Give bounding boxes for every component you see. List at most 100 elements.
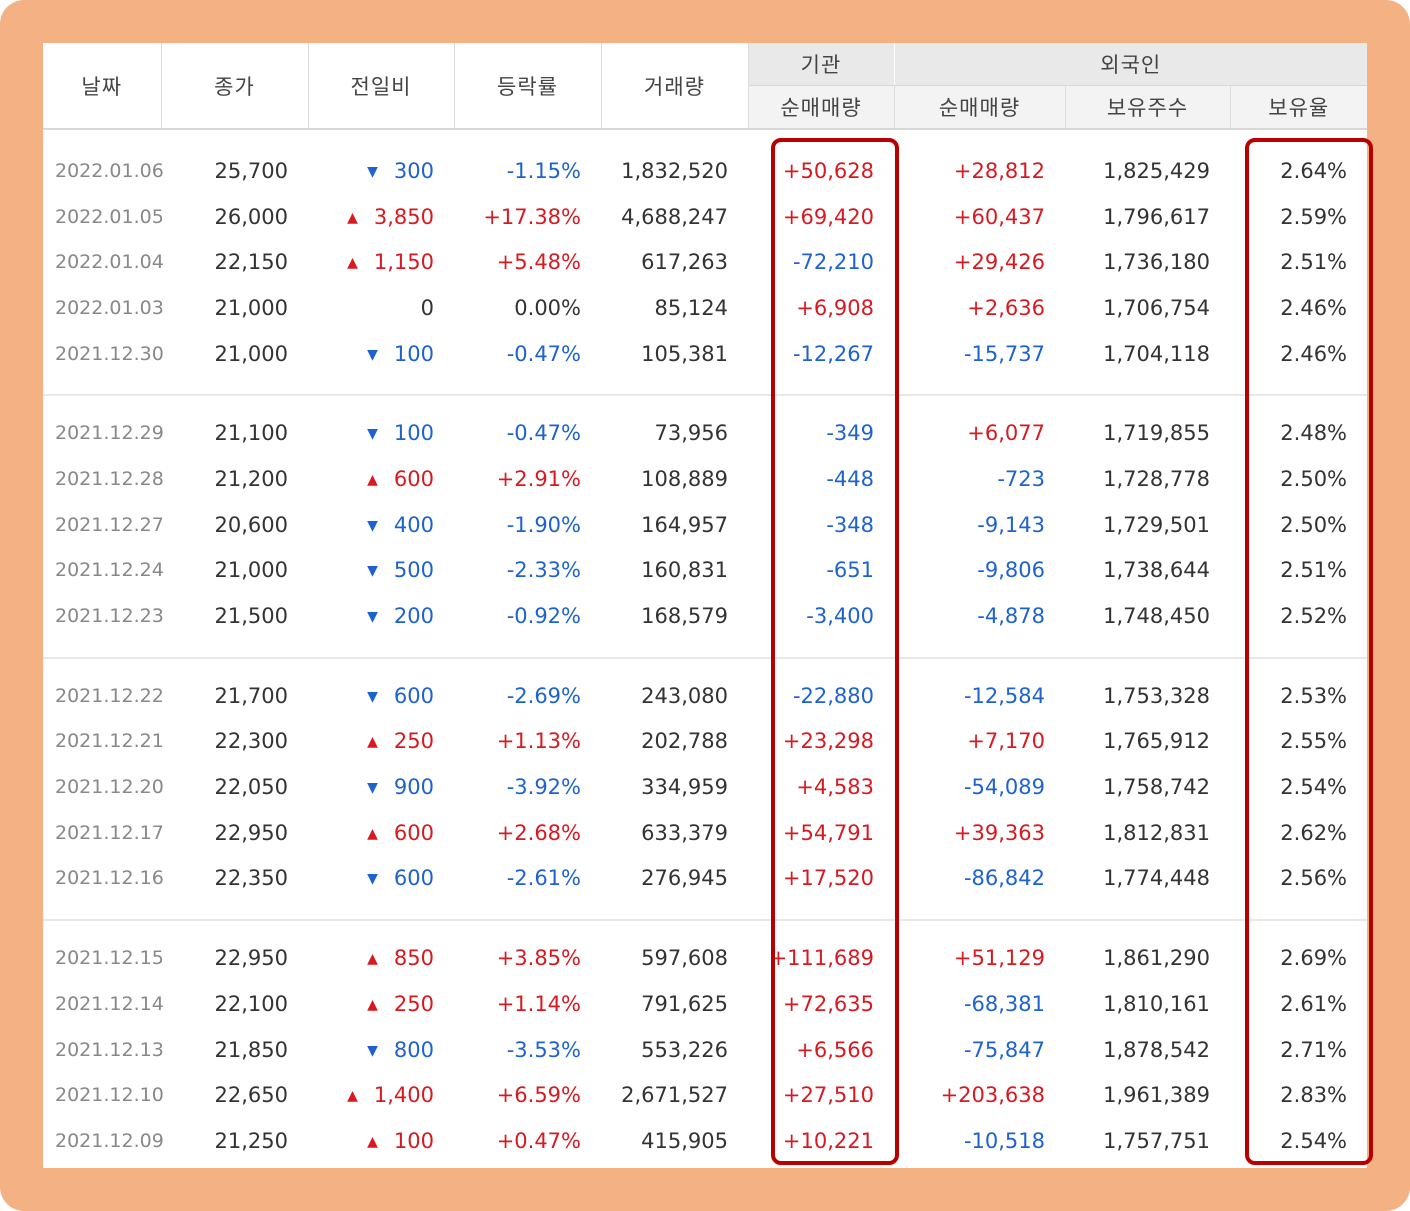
cell-close: 22,950 <box>214 946 288 971</box>
cell-foreign-shares: 1,765,912 <box>1103 729 1210 754</box>
institution-highlight-box <box>771 138 899 1165</box>
header-foreign-ratio: 보유율 <box>1230 85 1368 130</box>
cell-foreign-net: -54,089 <box>963 775 1045 800</box>
cell-close: 22,650 <box>214 1083 288 1108</box>
cell-date: 2021.12.17 <box>55 821 164 844</box>
table-row: 2021.12.15 22,950 ▲ 850 +3.85% 597,608 +111,68… <box>43 935 1367 981</box>
down-triangle-icon: ▼ <box>367 609 378 626</box>
cell-change: ▼ 400 <box>308 502 454 548</box>
cell-rate: -2.33% <box>506 558 581 583</box>
cell-date: 2021.12.29 <box>55 422 164 445</box>
table-row: 2022.01.03 21,000 0 0.00% 85,124 +6,908 +2,636… <box>43 285 1367 331</box>
cell-date: 2022.01.04 <box>55 251 164 274</box>
cell-date: 2021.12.30 <box>55 342 164 365</box>
cell-institution-net: -22,880 <box>792 683 874 708</box>
cell-volume: 617,263 <box>641 250 728 275</box>
cell-foreign-shares: 1,706,754 <box>1103 295 1210 320</box>
cell-change: ▼ 200 <box>308 593 454 639</box>
cell-volume: 85,124 <box>654 295 728 320</box>
up-triangle-icon: ▲ <box>347 209 358 226</box>
cell-change-value: 3,850 <box>373 204 434 229</box>
cell-change-value: 100 <box>393 341 434 366</box>
cell-institution-net: +10,221 <box>782 1128 874 1153</box>
cell-foreign-net: -9,143 <box>977 512 1045 537</box>
cell-institution-net: +54,791 <box>782 820 874 845</box>
cell-foreign-shares: 1,961,389 <box>1103 1083 1210 1108</box>
cell-change-value: 100 <box>393 421 434 446</box>
cell-rate: +1.14% <box>496 991 581 1016</box>
cell-close: 22,950 <box>214 820 288 845</box>
cell-change: ▲ 600 <box>308 456 454 502</box>
cell-change: ▼ 600 <box>308 856 454 902</box>
cell-rate: +1.13% <box>496 729 581 754</box>
cell-change-value: 800 <box>393 1037 434 1062</box>
cell-close: 21,850 <box>214 1037 288 1062</box>
cell-volume: 108,889 <box>641 466 728 491</box>
cell-foreign-net: -4,878 <box>977 604 1045 629</box>
cell-rate: -0.47% <box>506 421 581 446</box>
cell-close: 21,200 <box>214 466 288 491</box>
cell-change-value: 250 <box>393 729 434 754</box>
cell-foreign-ratio: 2.46% <box>1280 295 1348 320</box>
cell-rate: +6.59% <box>496 1083 581 1108</box>
cell-rate: -2.61% <box>506 866 581 891</box>
cell-foreign-net: +51,129 <box>953 946 1045 971</box>
cell-volume: 160,831 <box>641 558 728 583</box>
cell-rate: +17.38% <box>483 204 581 229</box>
table-row: 2021.12.17 22,950 ▲ 600 +2.68% 633,379 +54,791… <box>43 810 1367 856</box>
table-row: 2022.01.05 26,000 ▲ 3,850 +17.38% 4,688,247 +6… <box>43 194 1367 240</box>
down-triangle-icon: ▼ <box>367 163 378 180</box>
ratio-highlight-box <box>1245 138 1373 1165</box>
cell-institution-net: -448 <box>826 466 874 491</box>
cell-date: 2021.12.21 <box>55 730 164 753</box>
cell-foreign-shares: 1,738,644 <box>1103 558 1210 583</box>
cell-foreign-ratio: 2.53% <box>1280 683 1348 708</box>
cell-foreign-ratio: 2.51% <box>1280 558 1348 583</box>
cell-institution-net: +17,520 <box>782 866 874 891</box>
cell-foreign-ratio: 2.56% <box>1280 866 1348 891</box>
cell-foreign-net: +203,638 <box>940 1083 1045 1108</box>
down-triangle-icon: ▼ <box>367 517 378 534</box>
cell-foreign-ratio: 2.48% <box>1280 421 1348 446</box>
cell-change: ▼ 500 <box>308 548 454 594</box>
cell-date: 2021.12.15 <box>55 947 164 970</box>
cell-date: 2021.12.16 <box>55 867 164 890</box>
cell-foreign-net: -86,842 <box>963 866 1045 891</box>
cell-institution-net: +6,566 <box>796 1037 874 1062</box>
cell-change-value: 600 <box>393 466 434 491</box>
cell-volume: 164,957 <box>641 512 728 537</box>
cell-change-value: 250 <box>393 991 434 1016</box>
cell-close: 21,100 <box>214 421 288 446</box>
down-triangle-icon: ▼ <box>367 688 378 705</box>
cell-date: 2021.12.27 <box>55 513 164 536</box>
header-close-price: 종가 <box>161 43 309 130</box>
table-row: 2021.12.21 22,300 ▲ 250 +1.13% 202,788 +23,298… <box>43 719 1367 765</box>
cell-rate: -0.47% <box>506 341 581 366</box>
cell-foreign-ratio: 2.69% <box>1280 946 1348 971</box>
cell-close: 22,350 <box>214 866 288 891</box>
up-triangle-icon: ▲ <box>367 734 378 751</box>
cell-institution-net: +6,908 <box>796 295 874 320</box>
cell-foreign-ratio: 2.83% <box>1280 1083 1348 1108</box>
table-row: 2021.12.29 21,100 ▼ 100 -0.47% 73,956 -349 +6,0… <box>43 410 1367 456</box>
cell-volume: 73,956 <box>654 421 728 446</box>
cell-foreign-net: -68,381 <box>963 991 1045 1016</box>
cell-foreign-shares: 1,796,617 <box>1103 204 1210 229</box>
cell-change-value: 300 <box>393 158 434 183</box>
cell-change-value: 400 <box>393 512 434 537</box>
cell-change: ▲ 850 <box>308 935 454 981</box>
cell-volume: 276,945 <box>641 866 728 891</box>
cell-change: ▲ 250 <box>308 981 454 1027</box>
table-row: 2021.12.24 21,000 ▼ 500 -2.33% 160,831 -651 -9,… <box>43 548 1367 594</box>
cell-foreign-net: +39,363 <box>953 820 1045 845</box>
table-row: 2021.12.09 21,250 ▲ 100 +0.47% 415,905 +10,221… <box>43 1118 1367 1164</box>
cell-volume: 2,671,527 <box>621 1083 728 1108</box>
cell-change: ▼ 900 <box>308 764 454 810</box>
cell-change: ▲ 100 <box>308 1118 454 1164</box>
cell-volume: 553,226 <box>641 1037 728 1062</box>
up-triangle-icon: ▲ <box>367 1133 378 1150</box>
cell-close: 22,050 <box>214 775 288 800</box>
cell-institution-net: -651 <box>826 558 874 583</box>
cell-foreign-ratio: 2.52% <box>1280 604 1348 629</box>
cell-date: 2022.01.03 <box>55 296 164 319</box>
